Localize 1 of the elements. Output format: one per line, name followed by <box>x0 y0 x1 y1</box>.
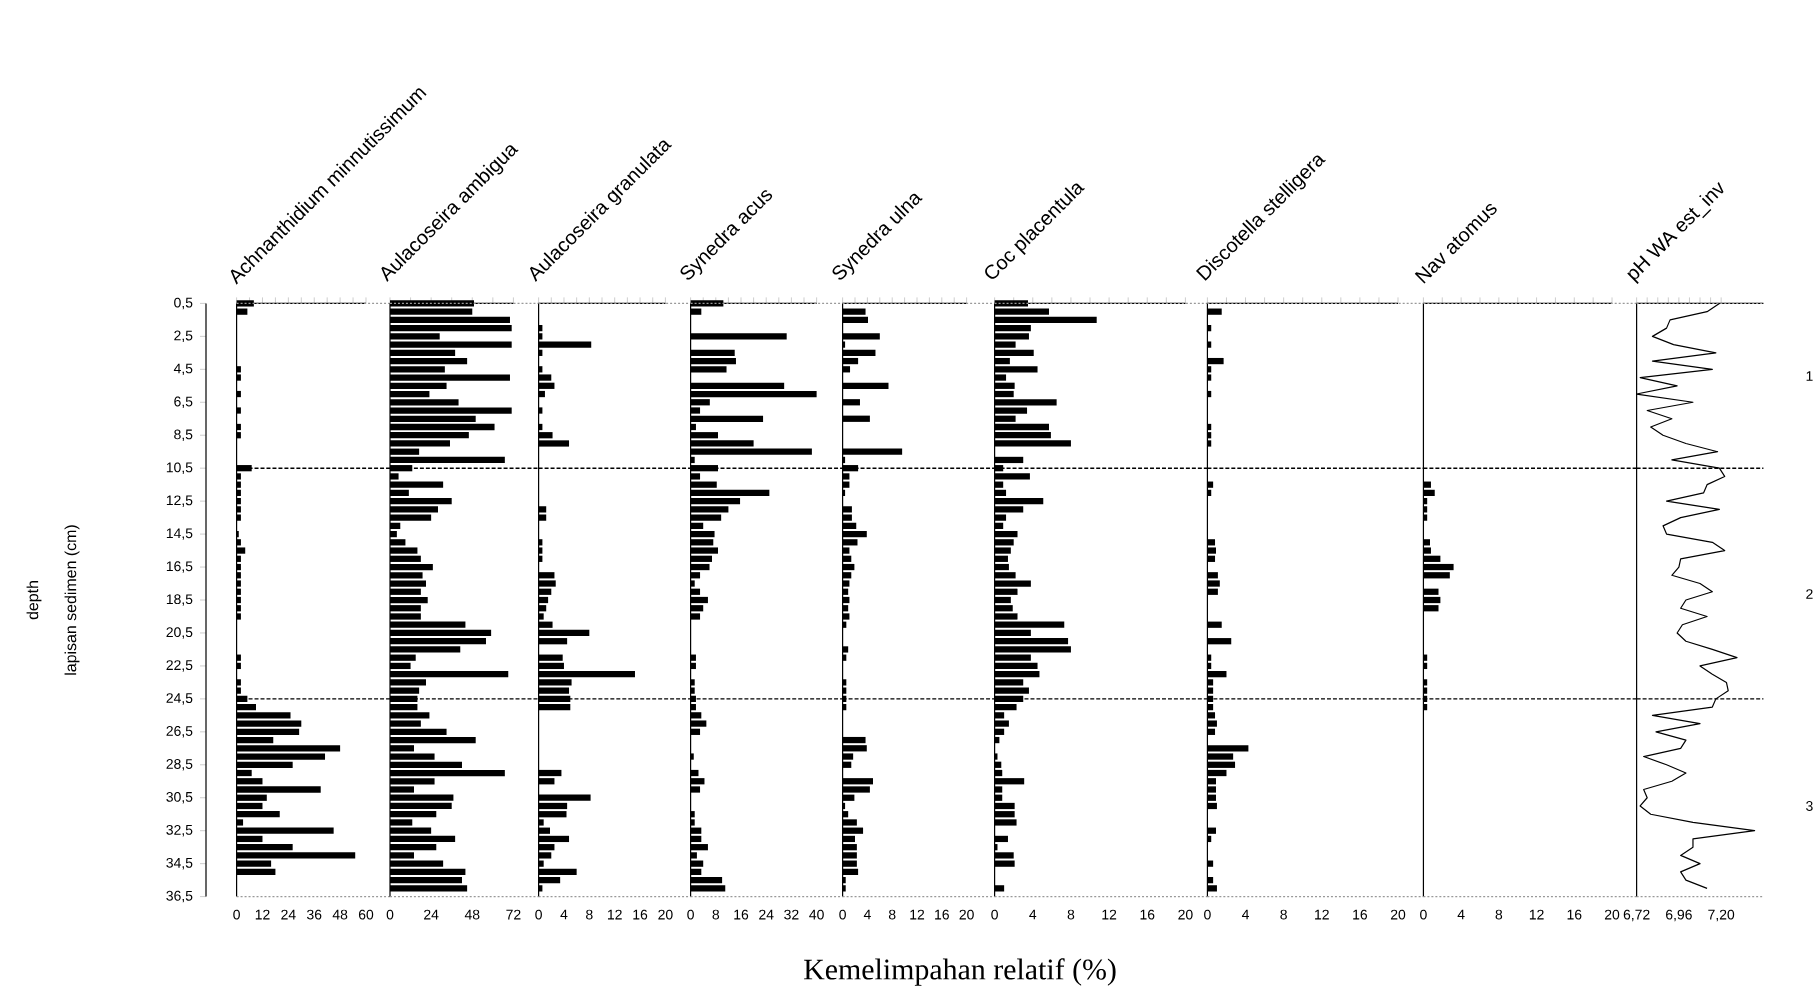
x-axis-title: Kemelimpahan relatif (%) <box>804 958 1116 986</box>
